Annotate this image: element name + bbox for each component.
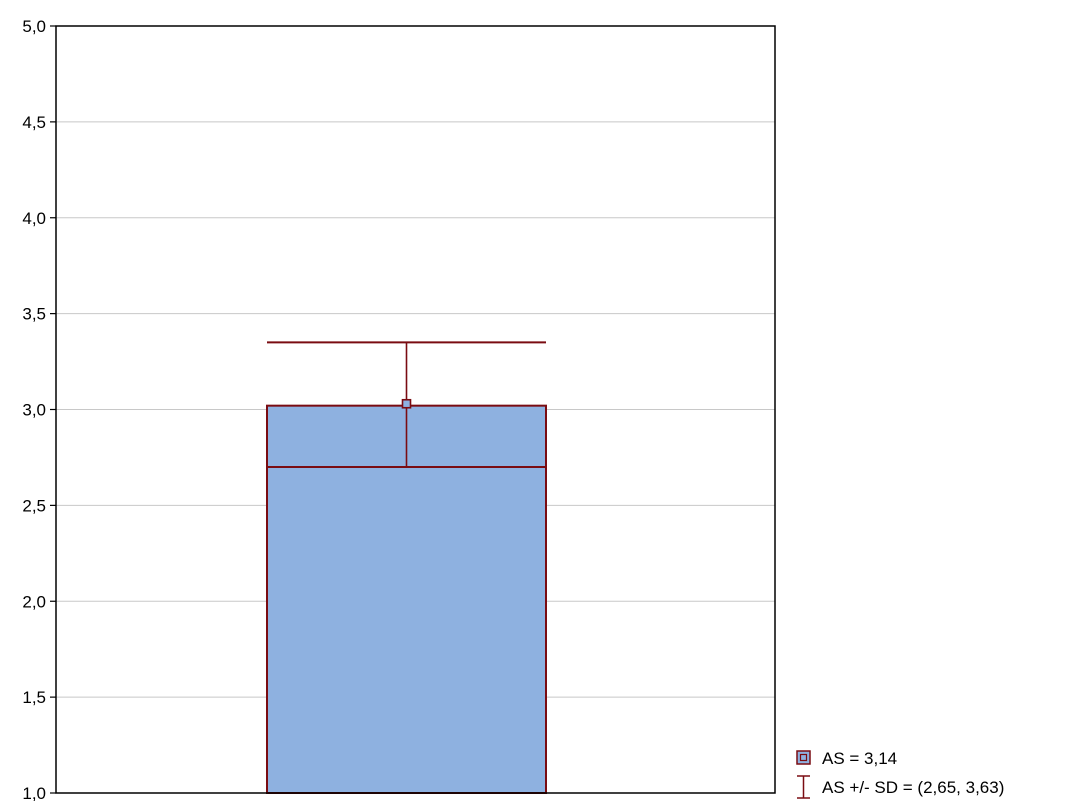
y-tick-label: 1,0 <box>22 784 46 801</box>
y-tick-label: 1,5 <box>22 688 46 707</box>
mean-marker <box>401 398 412 409</box>
y-tick-label: 2,0 <box>22 592 46 611</box>
legend-item-mean: AS = 3,14 <box>796 749 897 768</box>
legend-mean-marker <box>799 753 808 762</box>
legend-item-error: AS +/- SD = (2,65, 3,63) <box>797 775 1004 799</box>
bar <box>266 404 547 794</box>
legend-error-label: AS +/- SD = (2,65, 3,63) <box>822 778 1004 797</box>
bar-group <box>266 341 547 794</box>
legend-mean-label: AS = 3,14 <box>822 749 897 768</box>
y-tick-labels: 1,0 1,5 2,0 2,5 3,0 3,5 4,0 4,5 5,0 <box>22 17 46 801</box>
y-tick-label: 3,5 <box>22 305 46 324</box>
legend-mean-swatch <box>796 750 811 765</box>
y-tick-label: 5,0 <box>22 17 46 36</box>
plot-frame <box>55 25 776 794</box>
y-tick-label: 3,0 <box>22 401 46 420</box>
y-axis-ticks <box>50 25 56 794</box>
legend: AS = 3,14 AS +/- SD = (2,65, 3,63) <box>796 749 1004 799</box>
y-tick-label: 4,5 <box>22 113 46 132</box>
y-tick-label: 2,5 <box>22 496 46 515</box>
y-tick-label: 4,0 <box>22 209 46 228</box>
